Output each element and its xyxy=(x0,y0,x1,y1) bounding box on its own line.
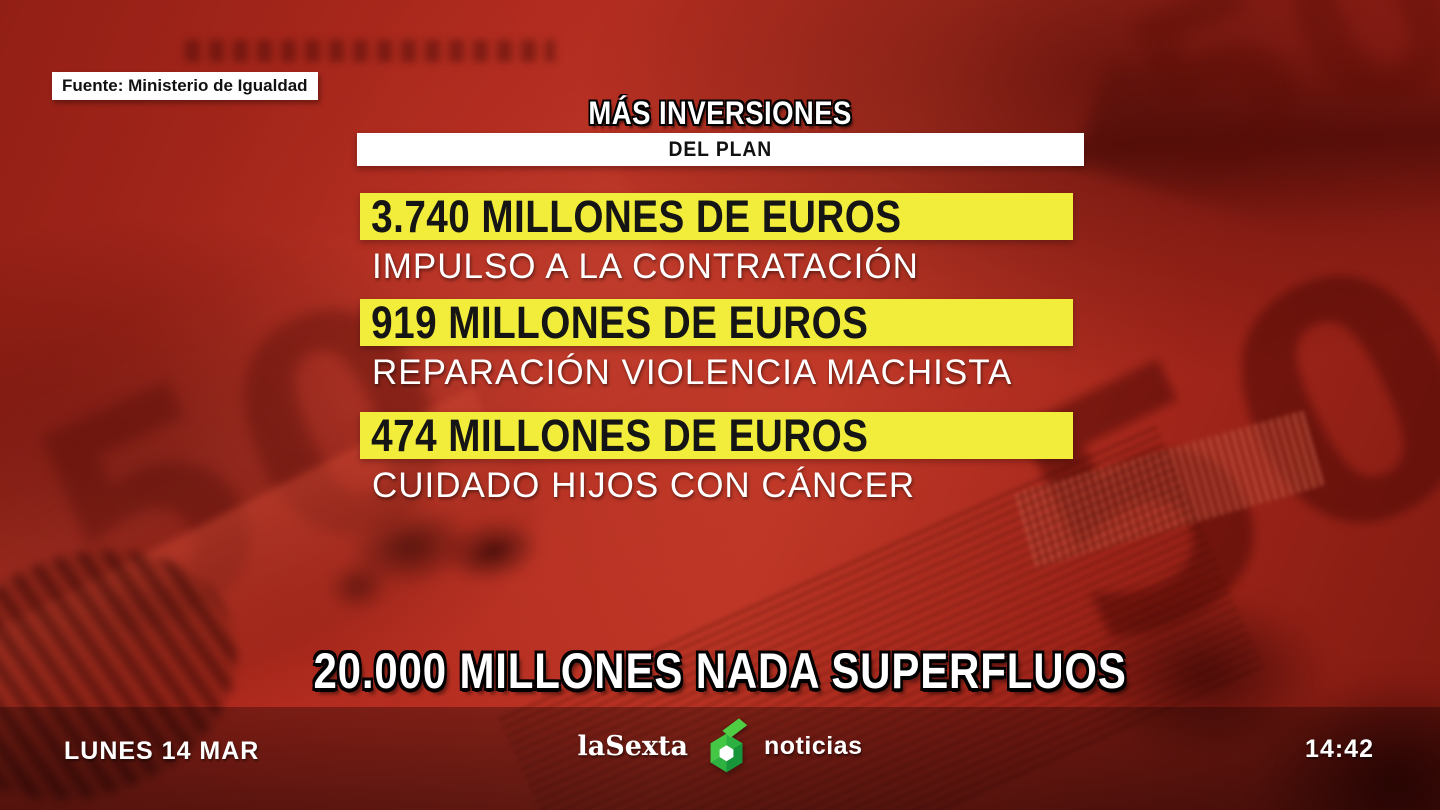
investment-row: 474 MILLONES DE EUROS CUIDADO HIJOS CON … xyxy=(360,412,1080,506)
graphic-subtitle-bar: DEL PLAN xyxy=(357,133,1084,166)
lasexta-logo: laSexta noticias xyxy=(578,713,863,779)
graphic-title: MÁS INVERSIONES xyxy=(0,95,1440,132)
investment-row: 3.740 MILLONES DE EUROS IMPULSO A LA CON… xyxy=(360,193,1080,287)
amount-description: IMPULSO A LA CONTRATACIÓN xyxy=(372,247,919,286)
headline: 20.000 MILLONES NADA SUPERFLUOS xyxy=(0,642,1440,700)
ticker-bar: LUNES 14 MAR laSexta noticias 14:42 xyxy=(0,707,1440,810)
banknote-shadow-topright xyxy=(1074,0,1440,306)
banknote-micro-text xyxy=(185,40,555,62)
source-label-text: Fuente: Ministerio de Igualdad xyxy=(62,76,308,95)
broadcast-time: 14:42 xyxy=(1305,735,1374,763)
amount-description: REPARACIÓN VIOLENCIA MACHISTA xyxy=(372,353,1013,392)
amount-highlight-bar: 3.740 MILLONES DE EUROS xyxy=(360,193,1073,240)
graphic-title-text: MÁS INVERSIONES xyxy=(588,95,852,131)
amount-highlight-bar: 474 MILLONES DE EUROS xyxy=(360,412,1073,459)
amount-text: 474 MILLONES DE EUROS xyxy=(371,410,869,461)
amount-text: 3.740 MILLONES DE EUROS xyxy=(371,191,902,242)
graphic-subtitle-text: DEL PLAN xyxy=(668,138,773,161)
broadcast-date: LUNES 14 MAR xyxy=(64,737,260,765)
headline-text: 20.000 MILLONES NADA SUPERFLUOS xyxy=(313,643,1127,699)
amount-highlight-bar: 919 MILLONES DE EUROS xyxy=(360,299,1073,346)
amount-description: CUIDADO HIJOS CON CÁNCER xyxy=(372,466,916,505)
lasexta-wordmark: laSexta xyxy=(577,730,689,762)
source-label: Fuente: Ministerio de Igualdad xyxy=(52,72,318,100)
program-name: noticias xyxy=(764,731,863,760)
amount-text: 919 MILLONES DE EUROS xyxy=(371,297,869,348)
investment-row: 919 MILLONES DE EUROS REPARACIÓN VIOLENC… xyxy=(360,299,1080,393)
lasexta-6-icon xyxy=(710,718,747,773)
